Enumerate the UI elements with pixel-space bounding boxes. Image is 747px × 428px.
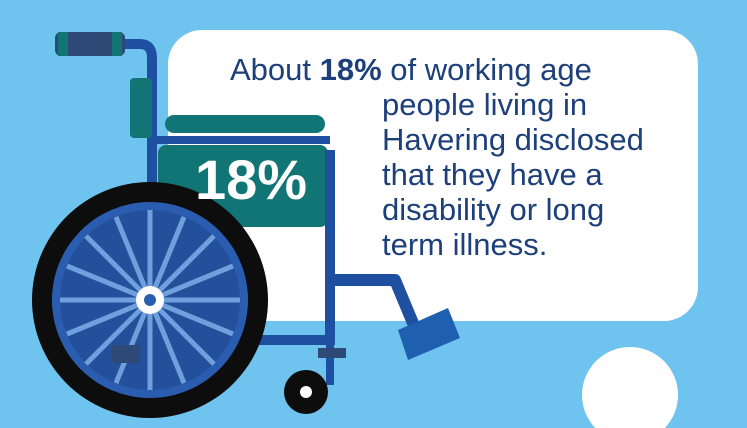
statement-rest: people living in Havering disclosed that…	[382, 87, 644, 262]
statement-text: About 18% of working age people living i…	[230, 52, 670, 262]
big-percentage: 18%	[194, 148, 308, 211]
circle-decoration-icon	[582, 347, 678, 428]
statement-line1: About 18% of working age	[230, 52, 592, 87]
statement-highlight: 18%	[319, 52, 382, 87]
